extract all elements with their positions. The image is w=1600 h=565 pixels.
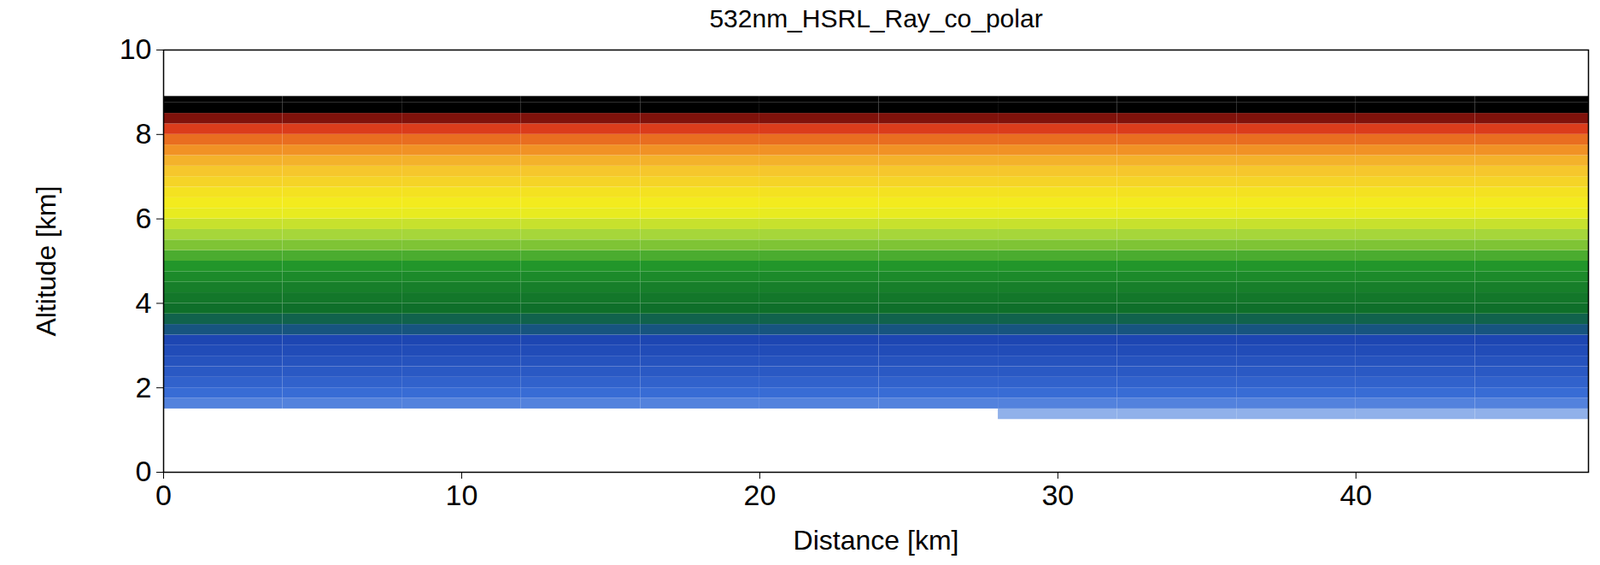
svg-text:4: 4 [135,286,153,319]
svg-text:8: 8 [135,117,153,150]
svg-text:2: 2 [135,370,153,404]
svg-text:Altitude [km]: Altitude [km] [30,185,62,336]
svg-text:40: 40 [1339,478,1372,511]
svg-text:10: 10 [119,32,153,65]
svg-text:20: 20 [743,478,776,511]
svg-text:6: 6 [135,201,153,235]
svg-text:532nm_HSRL_Ray_co_polar: 532nm_HSRL_Ray_co_polar [709,4,1043,33]
svg-text:30: 30 [1041,478,1074,511]
svg-text:0: 0 [135,454,153,487]
svg-text:0: 0 [155,478,172,511]
svg-text:10: 10 [445,478,479,511]
svg-text:Distance [km]: Distance [km] [793,524,960,556]
